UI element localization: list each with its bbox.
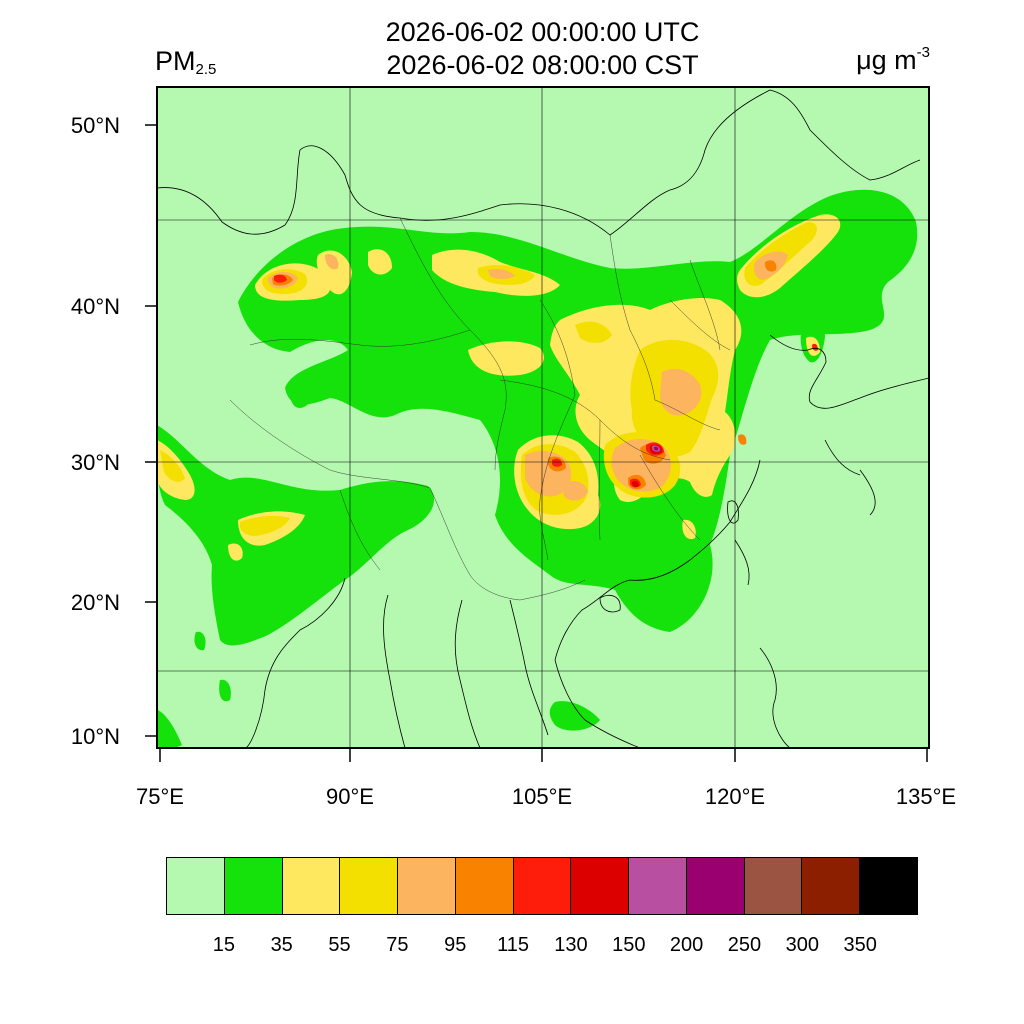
lat-lon-grid xyxy=(157,87,929,748)
lat-label-30n: 30°N xyxy=(70,450,120,475)
lon-label-90e: 90°E xyxy=(326,784,374,809)
colorbar-label: 300 xyxy=(785,934,819,956)
colorbar-label: 350 xyxy=(843,934,877,956)
colorbar-box xyxy=(167,858,225,914)
colorbar-box xyxy=(802,858,861,914)
colorbar-label: 150 xyxy=(612,934,646,956)
colorbar-box xyxy=(513,858,572,914)
colorbar-box xyxy=(686,858,745,914)
units-label: μg m-3 xyxy=(856,44,930,76)
colorbar-box xyxy=(455,858,514,914)
variable-label: PM2.5 xyxy=(155,46,216,78)
map-title-utc: 2026-06-02 00:00:00 UTC xyxy=(385,17,700,47)
colorbar-label: 250 xyxy=(727,934,762,956)
variable-subscript: 2.5 xyxy=(195,61,217,78)
lat-label-10n: 10°N xyxy=(70,724,120,749)
colorbar-label: 200 xyxy=(669,934,704,956)
colorbar-label: 75 xyxy=(386,934,409,956)
axis-ticks xyxy=(145,124,928,762)
units-exponent: -3 xyxy=(916,44,930,61)
colorbar-box xyxy=(282,858,341,914)
colorbar-box xyxy=(340,858,399,914)
units-text: μg m xyxy=(856,45,917,75)
map-frame xyxy=(156,86,930,749)
colorbar-label: 130 xyxy=(554,934,588,956)
lon-label-120e: 120°E xyxy=(704,784,766,809)
lat-label-20n: 20°N xyxy=(70,590,120,615)
colorbar-box xyxy=(860,858,917,914)
colorbar-box xyxy=(629,858,687,914)
colorbar-label: 95 xyxy=(444,934,467,956)
map-title-local: 2026-06-02 08:00:00 CST xyxy=(386,50,699,80)
concentration-level-250 xyxy=(654,446,659,451)
colorbar-label: 35 xyxy=(270,934,293,956)
variable-name: PM xyxy=(155,46,196,76)
colorbar-label: 15 xyxy=(212,934,235,956)
lon-label-105e: 105°E xyxy=(511,784,573,809)
lat-label-40n: 40°N xyxy=(70,294,120,319)
colorbar-box xyxy=(571,858,630,914)
colorbar-box xyxy=(744,858,803,914)
colorbar-label: 115 xyxy=(497,934,530,956)
colorbar-label: 55 xyxy=(328,934,351,956)
lon-label-135e: 135°E xyxy=(895,784,957,809)
lon-label-75e: 75°E xyxy=(136,784,184,809)
colorbar-box xyxy=(224,858,283,914)
colorbar xyxy=(166,857,918,915)
lat-label-50n: 50°N xyxy=(70,113,120,138)
colorbar-box xyxy=(398,858,456,914)
province-boundaries xyxy=(229,217,731,601)
